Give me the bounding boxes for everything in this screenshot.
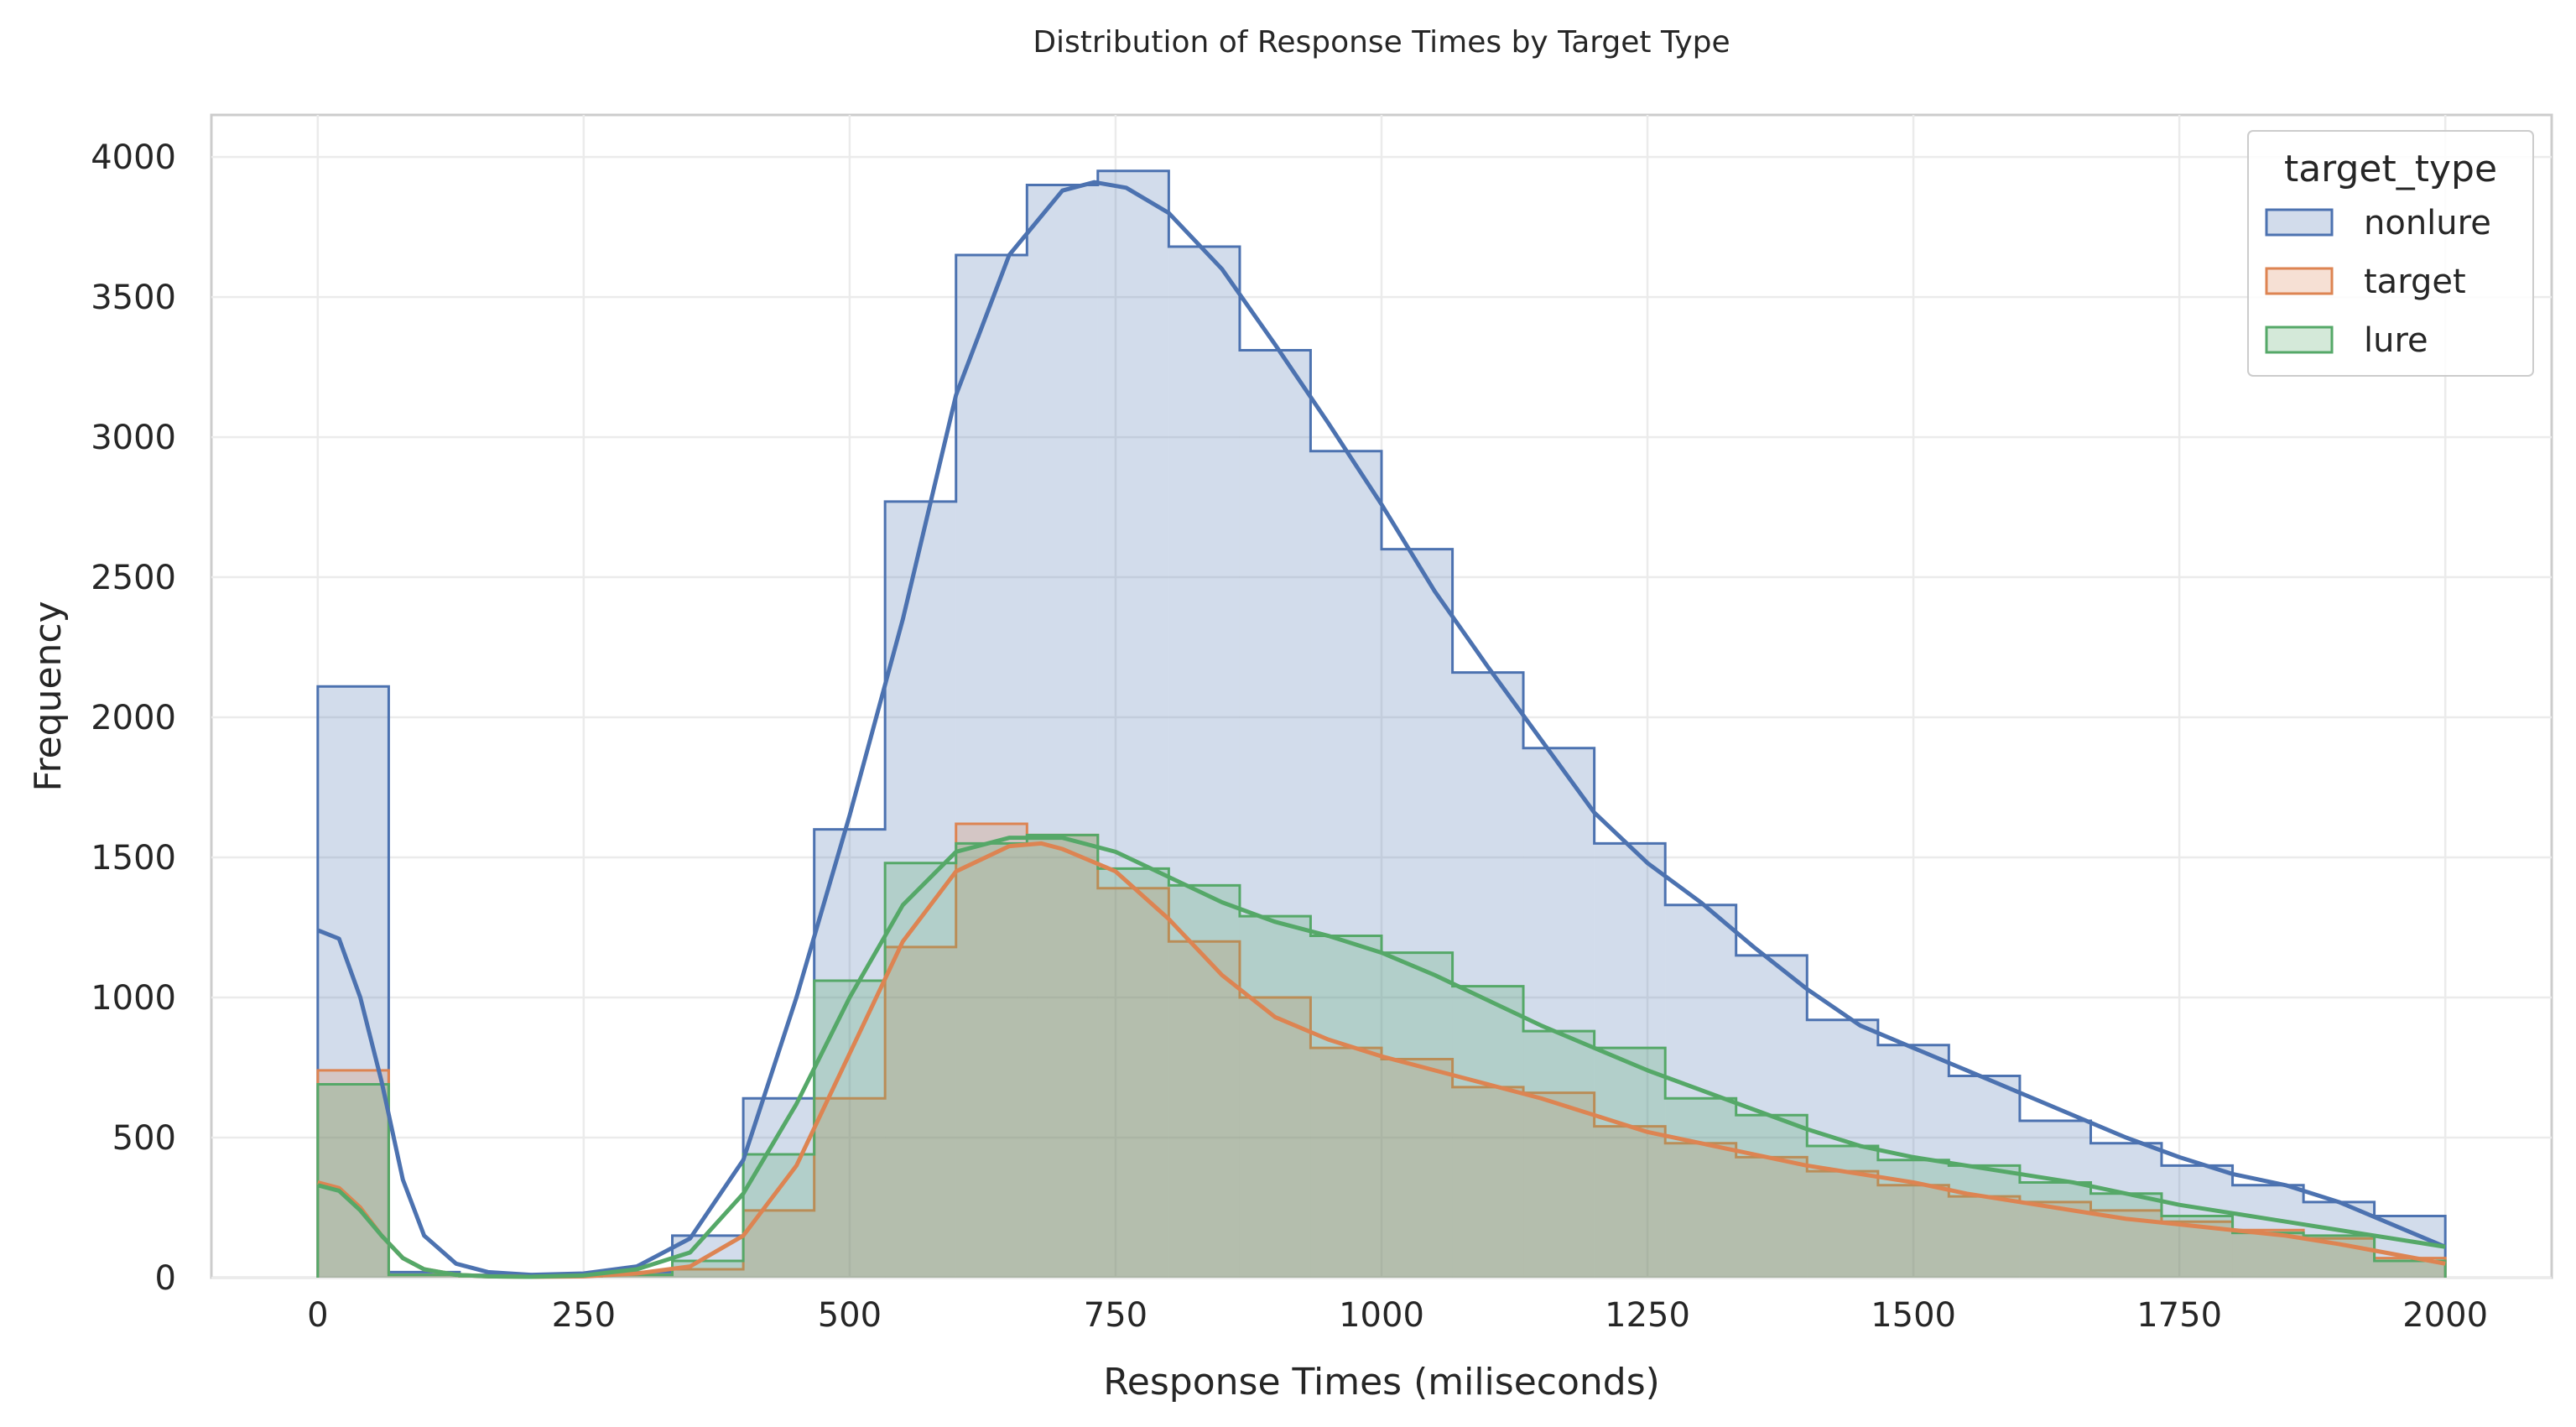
bar-target [1452,1086,1524,1278]
chart-title: Distribution of Response Times by Target… [1033,25,1730,60]
kde-curves [316,180,2447,1279]
bar-lure [1239,916,1311,1278]
bar-lure [1594,1048,1666,1278]
bar-target [1097,888,1169,1278]
bar-lure [1523,1031,1595,1278]
legend-swatch-lure [2265,326,2334,354]
bar-nonlure [1027,185,1098,1278]
bar-lure [1027,835,1098,1278]
legend-swatch-nonlure [2265,208,2334,237]
bar-nonlure [1382,549,1453,1278]
x-tick-label: 1000 [1339,1296,1424,1335]
y-tick-label: 3000 [91,419,176,457]
bar-nonlure [1452,672,1524,1278]
x-tick-label: 0 [307,1296,328,1335]
legend-box [2247,130,2534,377]
bar-nonlure [1239,350,1311,1278]
bar-target [317,1070,389,1278]
bar-target [1027,835,1098,1278]
x-tick-label: 500 [818,1296,882,1335]
legend-items: nonlure target lure [2265,204,2491,360]
bar-lure [317,1084,389,1278]
y-tick-label: 4000 [91,138,176,177]
bar-lure [2019,1182,2091,1278]
bar-target [1594,1126,1666,1278]
y-tick-label: 2500 [91,559,176,597]
y-tick-label: 0 [155,1259,176,1298]
y-axis-ticks: 0 500 1000 1500 2000 2500 3000 3500 4000 [91,138,176,1298]
bar-target [2161,1221,2233,1278]
bar-nonlure [1310,450,1382,1278]
bar-nonlure [1594,843,1666,1278]
x-tick-label: 750 [1084,1296,1147,1335]
bar-target [1877,1185,1949,1278]
x-tick-label: 2000 [2402,1296,2488,1335]
bar-target [1239,997,1311,1278]
bar-lure [1736,1115,1808,1278]
bar-nonlure [1523,747,1595,1278]
bar-nonlure [1949,1075,2020,1278]
bar-lure [2374,1260,2446,1278]
bar-lure [955,843,1028,1278]
y-tick-label: 500 [112,1119,176,1158]
bar-target [388,1274,460,1278]
bar-target [955,823,1028,1278]
kde-line-nonlure [316,180,2447,1278]
bar-lure [885,862,956,1278]
bar-lure [2090,1193,2162,1278]
histogram-bars [316,169,2447,1279]
legend-label-nonlure: nonlure [2364,204,2491,242]
bar-target [1807,1171,1878,1278]
bar-target [1665,1143,1736,1278]
bar-target [1949,1196,2020,1278]
bar-target [814,1098,886,1278]
bars-nonlure [316,169,2447,1279]
x-axis-ticks: 0 250 500 750 1000 1250 1500 1750 2000 [307,1296,2488,1335]
bar-target [885,946,956,1278]
y-tick-label: 1000 [91,979,176,1018]
y-tick-label: 2000 [91,699,176,737]
bar-target [1736,1157,1808,1278]
bar-lure [1665,1098,1736,1278]
x-tick-label: 1250 [1605,1296,1690,1335]
bar-lure [2232,1232,2304,1278]
kde-line-lure [317,836,2446,1279]
x-tick-label: 250 [552,1296,616,1335]
bar-lure [601,1274,673,1278]
bar-nonlure [1168,246,1240,1278]
bar-lure [1452,986,1524,1278]
y-tick-label: 1500 [91,839,176,878]
bar-target [1168,941,1240,1278]
y-axis-label: Frequency [27,601,70,791]
legend: target_type nonlure target lure [2247,130,2534,377]
bars-target [316,822,2447,1278]
legend-title: target_type [2284,148,2497,190]
bar-lure [1310,935,1382,1278]
y-tick-label: 3500 [91,279,176,317]
bar-target [672,1268,744,1278]
bar-lure [814,980,886,1278]
bars-lure [316,833,2447,1278]
bar-target [1382,1059,1453,1278]
bar-lure [1097,868,1169,1278]
bar-lure [388,1274,460,1278]
bar-target [1523,1092,1595,1278]
x-tick-label: 1500 [1871,1296,1956,1335]
bar-target [2019,1201,2091,1278]
bar-lure [1382,952,1453,1278]
legend-swatch-target [2265,267,2334,295]
bar-nonlure [1097,170,1169,1279]
bar-target [2374,1258,2446,1278]
x-axis-label: Response Times (miliseconds) [1103,1361,1660,1404]
bar-lure [1168,885,1240,1278]
bar-lure [1949,1165,2020,1278]
bar-target [601,1274,673,1278]
bar-target [1310,1048,1382,1278]
bar-nonlure [2019,1120,2091,1278]
bar-nonlure [955,254,1028,1279]
legend-label-lure: lure [2364,321,2428,360]
x-tick-label: 1750 [2136,1296,2222,1335]
legend-label-target: target [2364,263,2466,301]
